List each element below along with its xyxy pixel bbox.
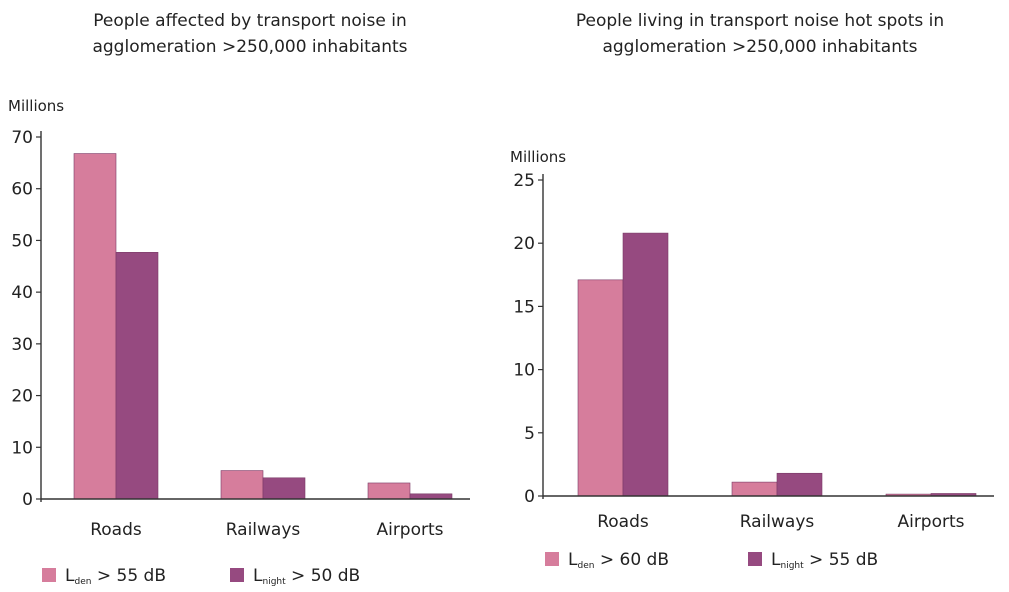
chart-2-bar-1-roads: [577, 279, 624, 497]
chart-2-legend-swatch-1: [545, 552, 559, 566]
chart-2-y-tick-label: 0: [524, 487, 535, 507]
chart-2-bar-2-railways: [776, 472, 823, 497]
chart-2-x-tick-label: Railways: [740, 512, 815, 532]
chart-1-y-tick-label: 30: [11, 335, 33, 355]
chart-1-bar-1-railways: [220, 470, 264, 500]
chart-2-title-line-2: agglomeration >250,000 inhabitants: [602, 37, 918, 57]
chart-2-plot: Millions 0 5 10 15 20 25 Roads Railways Airports: [510, 148, 994, 532]
chart-2-y-tick-label: 20: [513, 234, 535, 254]
chart-1-y-tick-label: 20: [11, 387, 33, 407]
chart-2-bar-2-roads: [622, 232, 669, 497]
chart-1-y-tick-label: 60: [11, 180, 33, 200]
chart-2-title-line-1: People living in transport noise hot spo…: [575, 11, 945, 31]
chart-1-y-tick-label: 70: [11, 128, 33, 148]
chart-2-y-tick-label: 10: [513, 361, 535, 381]
chart-2-legend-item-1: Lden > 60 dB: [545, 550, 669, 571]
chart-2-title: People living in transport noise hot spo…: [540, 8, 980, 60]
chart-1-title: People affected by transport noise in ag…: [40, 8, 460, 60]
chart-2-legend-item-2: Lnight > 55 dB: [748, 550, 878, 571]
chart-1-x-tick-label: Railways: [226, 520, 301, 540]
chart-1-title-line-2: agglomeration >250,000 inhabitants: [92, 37, 408, 57]
chart-1-y-tick-label: 10: [11, 438, 33, 458]
chart-2-y-tick-label: 25: [513, 171, 535, 191]
chart-2-y-tick-label: 5: [524, 424, 535, 444]
chart-1-y-axis-label: Millions: [8, 97, 64, 115]
chart-2-bar-1-railways: [731, 481, 778, 497]
chart-2-y-tick-label: 15: [513, 297, 535, 317]
chart-1-y-tick-label: 0: [22, 490, 33, 510]
chart-1-bar-2-roads: [115, 252, 159, 500]
chart-1-legend-item-1: Lden > 55 dB: [42, 566, 166, 587]
chart-2-y-axis-label: Millions: [510, 148, 566, 166]
chart-1-x-tick-label: Airports: [376, 520, 443, 540]
chart-1-legend-swatch-1: [42, 568, 56, 582]
chart-2-x-tick-label: Roads: [597, 512, 649, 532]
chart-1-y-tick-label: 50: [11, 231, 33, 251]
chart-1-bar-2-railways: [262, 477, 306, 500]
chart-1-plot: Millions 0 10 20 30 40 50 60 70 Roads Railways Airp…: [8, 97, 470, 540]
chart-1-legend-swatch-2: [230, 568, 244, 582]
chart-1-legend-item-2: Lnight > 50 dB: [230, 566, 360, 587]
chart-1-bar-2-airports: [409, 493, 453, 500]
chart-1-title-line-1: People affected by transport noise in: [93, 11, 407, 31]
chart-2-x-tick-label: Airports: [897, 512, 964, 532]
chart-1-y-tick-label: 40: [11, 283, 33, 303]
chart-1-bar-1-roads: [73, 153, 117, 500]
chart-1-bar-1-airports: [367, 482, 411, 500]
chart-1-x-tick-label: Roads: [90, 520, 142, 540]
chart-2-legend-swatch-2: [748, 552, 762, 566]
